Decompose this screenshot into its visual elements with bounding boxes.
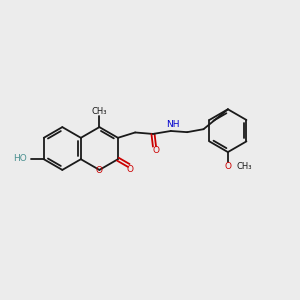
Text: O: O — [95, 166, 102, 175]
Text: CH₃: CH₃ — [236, 162, 252, 171]
Text: NH: NH — [167, 120, 180, 129]
Text: O: O — [224, 162, 231, 171]
Text: CH₃: CH₃ — [92, 106, 107, 116]
Text: HO: HO — [13, 154, 27, 164]
Text: O: O — [126, 164, 134, 173]
Text: O: O — [152, 146, 159, 155]
